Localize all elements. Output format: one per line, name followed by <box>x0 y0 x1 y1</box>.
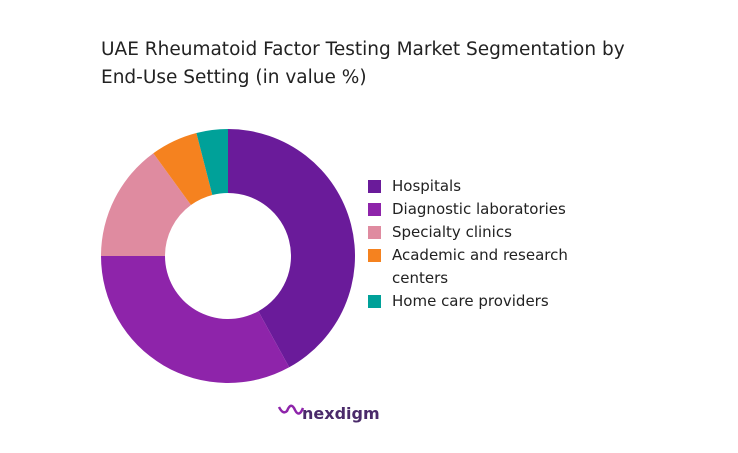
legend-label: Home care providers <box>392 292 549 310</box>
donut-slice <box>101 256 290 383</box>
donut-slice <box>228 129 356 368</box>
brand-logo: nexdigm <box>278 404 380 423</box>
donut-slice <box>153 132 213 206</box>
legend-item: Hospitals <box>366 175 606 198</box>
legend: Hospitals Diagnostic laboratories Specialt… <box>366 175 606 313</box>
donut-slice <box>101 153 191 256</box>
legend-swatch <box>368 226 381 239</box>
legend-item: Academic and research centers <box>366 244 606 290</box>
brand-icon <box>277 404 305 415</box>
legend-item: Diagnostic laboratories <box>366 198 606 221</box>
legend-item: Home care providers <box>366 290 606 313</box>
brand-text: nexdigm <box>302 404 380 423</box>
legend-swatch <box>368 249 381 262</box>
legend-swatch <box>368 180 381 193</box>
legend-label: Diagnostic laboratories <box>392 200 566 218</box>
legend-swatch <box>368 203 381 216</box>
legend-label: Specialty clinics <box>392 223 512 241</box>
legend-swatch <box>368 295 381 308</box>
legend-item: Specialty clinics <box>366 221 606 244</box>
legend-label: Hospitals <box>392 177 462 195</box>
donut-slice <box>196 129 228 195</box>
legend-label: Academic and research centers <box>392 246 568 287</box>
chart-title: UAE Rheumatoid Factor Testing Market Seg… <box>101 39 625 88</box>
